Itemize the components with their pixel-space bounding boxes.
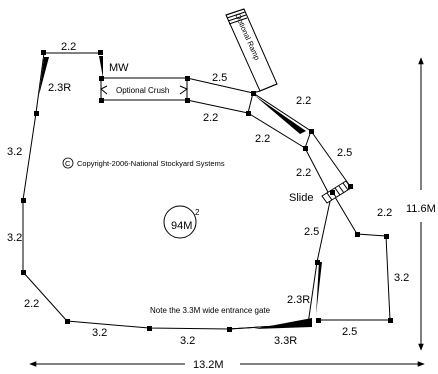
label-right-lower: 2.2 [377,207,392,219]
label-ramp-right: 2.2 [296,95,311,107]
mw-wedge [99,56,103,78]
copyright-symbol: C [65,159,71,168]
label-left-lower: 3.2 [7,232,22,244]
label-left-2-2: 2.2 [24,298,39,310]
label-optional-crush: Optional Crush [116,86,169,95]
label-mw: MW [109,62,129,74]
dimension-lines [29,57,425,367]
label-inner: 2.2 [255,133,270,145]
post-markers [21,50,393,332]
label-slide: Slide [289,192,313,204]
optional-ramp [225,8,278,94]
label-right-2-5: 2.5 [337,147,352,159]
label-bottom-mid: 3.2 [180,335,195,347]
label-lower-radius: 2.3R [287,294,310,306]
gate-wedge-lower [316,262,322,315]
optional-crush [100,77,254,114]
area-circle [163,205,197,239]
label-bottom-radius: 3.3R [274,335,297,347]
label-top-edge: 2.2 [61,41,76,53]
label-bottom-right: 2.5 [342,326,357,338]
area-exponent: 2 [195,208,200,217]
height-total: 11.6M [406,203,436,215]
gate-wedge-left [39,57,49,95]
label-crush-lower: 2.2 [203,112,218,124]
label-left-radius: 2.3R [48,82,71,94]
label-right-3-2: 3.2 [394,272,409,284]
width-total: 13.2M [193,359,224,371]
crush-wedge [254,95,306,134]
label-inner-right: 2.5 [304,226,319,238]
area-value: 94M [171,220,192,232]
gate-note: Note the 3.3M wide entrance gate [150,306,271,315]
label-bottom-left: 3.2 [92,327,107,339]
copyright-text: Copyright-2006-National Stockyard System… [77,159,225,168]
gate-wedge-bottom [254,318,312,329]
label-ramp-upper: 2.5 [212,72,227,84]
label-right-upper: 2.2 [296,167,311,179]
copyright-circle [62,157,74,169]
label-left-upper: 3.2 [7,146,22,158]
